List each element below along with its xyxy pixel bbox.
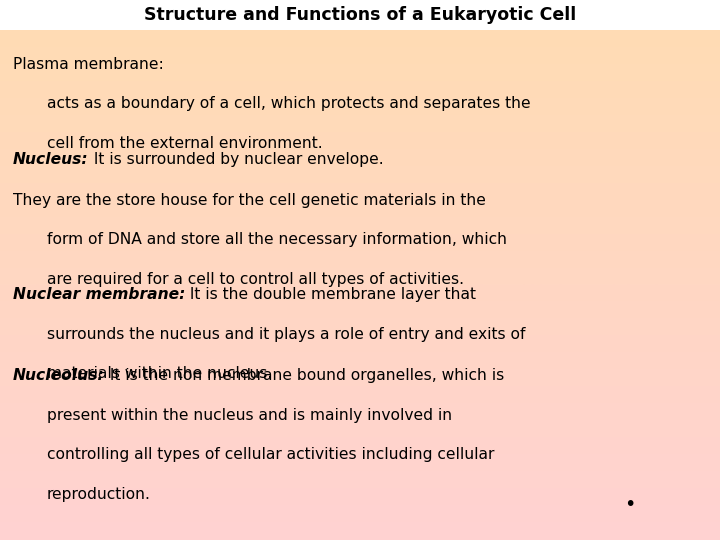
Text: form of DNA and store all the necessary information, which: form of DNA and store all the necessary …	[47, 232, 507, 247]
Text: Structure and Functions of a Eukaryotic Cell: Structure and Functions of a Eukaryotic …	[144, 6, 576, 24]
Text: controlling all types of cellular activities including cellular: controlling all types of cellular activi…	[47, 447, 494, 462]
Text: Nuclear membrane:: Nuclear membrane:	[13, 287, 185, 302]
Text: are required for a cell to control all types of activities.: are required for a cell to control all t…	[47, 272, 464, 287]
Text: It is the double membrane layer that: It is the double membrane layer that	[185, 287, 477, 302]
Text: It is the non membrane bound organelles, which is: It is the non membrane bound organelles,…	[104, 368, 504, 383]
Text: Plasma membrane:: Plasma membrane:	[13, 57, 163, 72]
Text: materials within the nucleus.: materials within the nucleus.	[47, 366, 272, 381]
Text: reproduction.: reproduction.	[47, 487, 150, 502]
Text: Nucleus:: Nucleus:	[13, 152, 89, 167]
Text: surrounds the nucleus and it plays a role of entry and exits of: surrounds the nucleus and it plays a rol…	[47, 327, 526, 342]
Text: They are the store house for the cell genetic materials in the: They are the store house for the cell ge…	[13, 193, 486, 208]
Bar	[0, 0, 720, 30]
Text: It is surrounded by nuclear envelope.: It is surrounded by nuclear envelope.	[89, 152, 383, 167]
Text: present within the nucleus and is mainly involved in: present within the nucleus and is mainly…	[47, 408, 452, 423]
Text: acts as a boundary of a cell, which protects and separates the: acts as a boundary of a cell, which prot…	[47, 96, 531, 111]
Text: cell from the external environment.: cell from the external environment.	[47, 136, 323, 151]
Text: Nucleolus:: Nucleolus:	[13, 368, 104, 383]
Text: •: •	[624, 495, 636, 515]
